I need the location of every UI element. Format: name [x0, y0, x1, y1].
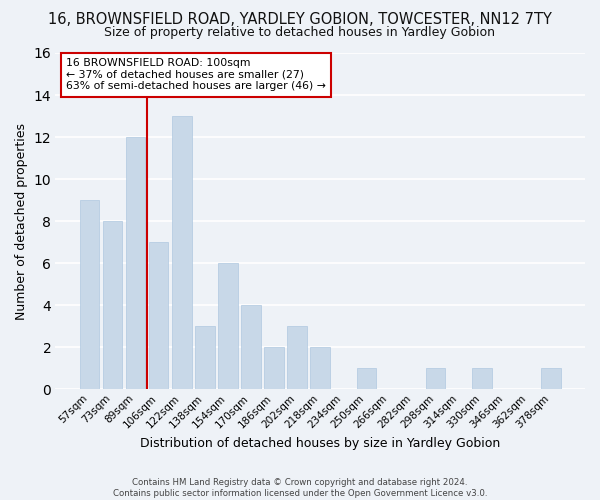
- X-axis label: Distribution of detached houses by size in Yardley Gobion: Distribution of detached houses by size …: [140, 437, 500, 450]
- Bar: [218, 263, 238, 389]
- Bar: [264, 347, 284, 389]
- Bar: [80, 200, 99, 389]
- Y-axis label: Number of detached properties: Number of detached properties: [15, 122, 28, 320]
- Bar: [426, 368, 445, 389]
- Bar: [241, 305, 261, 389]
- Bar: [541, 368, 561, 389]
- Bar: [472, 368, 491, 389]
- Bar: [172, 116, 191, 389]
- Bar: [356, 368, 376, 389]
- Bar: [287, 326, 307, 389]
- Bar: [149, 242, 169, 389]
- Bar: [103, 221, 122, 389]
- Bar: [126, 137, 145, 389]
- Text: 16, BROWNSFIELD ROAD, YARDLEY GOBION, TOWCESTER, NN12 7TY: 16, BROWNSFIELD ROAD, YARDLEY GOBION, TO…: [48, 12, 552, 28]
- Text: Size of property relative to detached houses in Yardley Gobion: Size of property relative to detached ho…: [104, 26, 496, 39]
- Bar: [195, 326, 215, 389]
- Text: 16 BROWNSFIELD ROAD: 100sqm
← 37% of detached houses are smaller (27)
63% of sem: 16 BROWNSFIELD ROAD: 100sqm ← 37% of det…: [66, 58, 326, 91]
- Text: Contains HM Land Registry data © Crown copyright and database right 2024.
Contai: Contains HM Land Registry data © Crown c…: [113, 478, 487, 498]
- Bar: [310, 347, 330, 389]
